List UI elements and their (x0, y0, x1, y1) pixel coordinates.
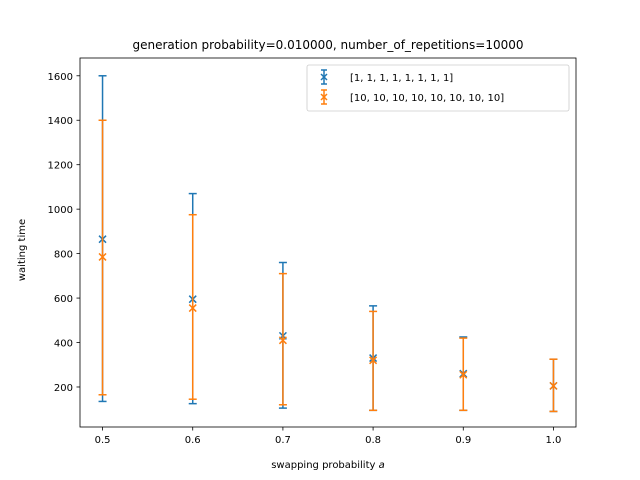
data-point (98, 252, 107, 261)
axes: 0.5 0.6 0.7 0.8 0.9 1.0 200 400 600 800 1000 1200 14… (48, 57, 577, 446)
x-tick-label: 0.5 (95, 435, 111, 446)
data-point (188, 304, 197, 313)
data-point (549, 381, 558, 390)
plot-frame (79, 57, 577, 428)
y-tick-label: 1000 (48, 205, 73, 216)
x-axis-label: swapping probability a (271, 460, 385, 471)
y-axis-label: waiting time (17, 219, 28, 281)
x-tick-label: 1.0 (546, 435, 562, 446)
y-tick-label: 200 (54, 383, 73, 394)
data-point (459, 370, 468, 379)
data-point (278, 336, 287, 345)
legend-entry: [1, 1, 1, 1, 1, 1, 1, 1] (320, 69, 453, 85)
legend-label: [10, 10, 10, 10, 10, 10, 10, 10] (350, 93, 504, 104)
y-tick-label: 400 (54, 339, 73, 350)
legend-box (306, 64, 570, 112)
x-axis-label-variable: a (379, 460, 385, 471)
y-tick-label: 600 (54, 294, 73, 305)
y-tick-label: 1200 (48, 161, 73, 172)
plot-marks (98, 75, 558, 413)
legend-label: [1, 1, 1, 1, 1, 1, 1, 1] (350, 73, 453, 84)
chart-title: generation probability=0.010000, number_… (132, 38, 523, 52)
legend: [1, 1, 1, 1, 1, 1, 1, 1] [10, 10, 10, 10,… (306, 64, 570, 112)
x-tick-label: 0.6 (185, 435, 201, 446)
data-point (369, 356, 378, 365)
x-tick-label: 0.8 (365, 435, 381, 446)
x-tick-label: 0.7 (275, 435, 291, 446)
x-axis-label-text: swapping probability (271, 460, 375, 471)
series-2 (98, 119, 558, 413)
y-tick-label: 1400 (48, 116, 73, 127)
x-tick-label: 0.9 (455, 435, 471, 446)
y-tick-label: 800 (54, 250, 73, 261)
y-tick-label: 1600 (48, 72, 73, 83)
legend-entry: [10, 10, 10, 10, 10, 10, 10, 10] (320, 89, 504, 105)
